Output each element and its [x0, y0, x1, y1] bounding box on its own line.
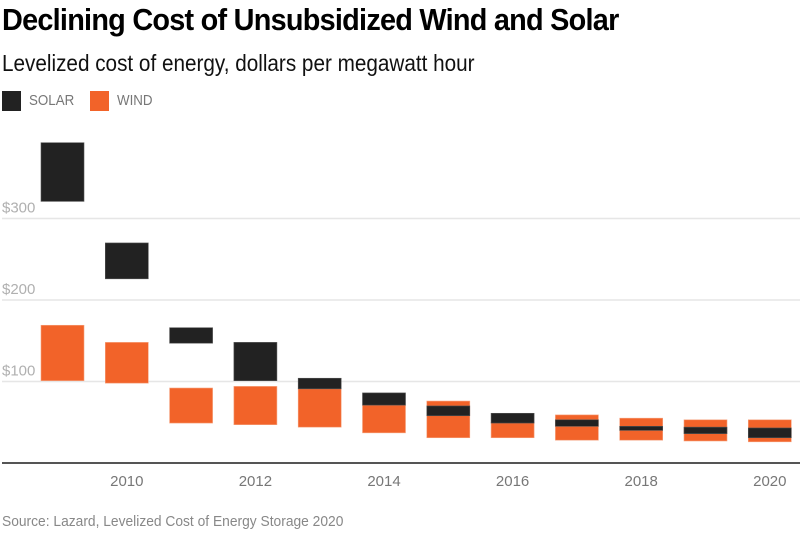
x-tick-label: 2018	[625, 473, 658, 490]
solar-bar-2010	[105, 242, 149, 280]
chart-title: Declining Cost of Unsubsidized Wind and …	[2, 2, 619, 37]
solar-bar-2012	[233, 342, 278, 381]
source-note: Source: Lazard, Levelized Cost of Energy…	[2, 513, 344, 530]
wind-bar-2011	[169, 387, 213, 424]
x-tick-label: 2020	[753, 473, 786, 490]
solar-bar-2009	[40, 142, 85, 202]
y-tick-label: $100	[2, 363, 35, 380]
x-tick-label: 2012	[239, 473, 272, 490]
legend-swatch-wind	[90, 91, 110, 111]
wind-bar-2016	[490, 421, 535, 439]
solar-bar-2018	[619, 426, 664, 431]
wind-bar-2012	[233, 386, 278, 425]
wind-bar-2014	[362, 404, 406, 434]
solar-bar-2016	[490, 412, 535, 424]
x-tick-label: 2014	[367, 473, 400, 490]
solar-bar-2011	[169, 327, 213, 344]
legend-label-solar: SOLAR	[29, 93, 75, 109]
legend-swatch-solar	[2, 91, 21, 111]
x-tick-label: 2016	[496, 473, 529, 490]
x-tick-label: 2010	[110, 473, 143, 490]
solar-bar-2017	[555, 419, 599, 427]
solar-bar-2020	[747, 427, 792, 439]
legend-label-wind: WIND	[117, 93, 153, 109]
legend-item-solar: SOLAR	[2, 91, 78, 111]
solar-bar-2014	[362, 392, 406, 406]
y-tick-label: $300	[2, 200, 35, 217]
wind-bar-2009	[40, 324, 85, 381]
wind-bar-2017	[555, 414, 599, 441]
legend: SOLAR WIND	[2, 91, 168, 111]
solar-bar-2019	[683, 426, 728, 434]
y-tick-label: $200	[2, 281, 35, 298]
wind-bar-2013	[297, 388, 342, 428]
wind-bar-2010	[105, 342, 149, 384]
solar-bar-2015	[426, 405, 471, 417]
chart-subtitle: Levelized cost of energy, dollars per me…	[2, 50, 475, 76]
legend-item-wind: WIND	[90, 91, 156, 111]
solar-bar-2013	[297, 377, 342, 390]
